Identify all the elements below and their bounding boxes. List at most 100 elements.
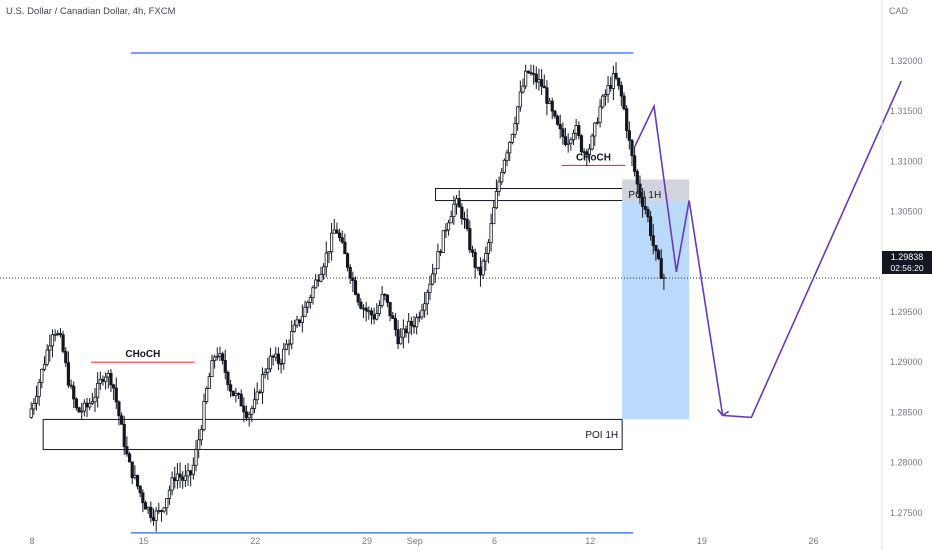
candle-body: [205, 388, 209, 402]
candle: [462, 211, 467, 229]
candle-body: [619, 85, 623, 97]
candle: [82, 399, 86, 417]
candle-body: [37, 381, 41, 397]
candle: [340, 230, 344, 244]
candle-body: [449, 216, 453, 224]
candle: [141, 489, 145, 513]
candle-body: [242, 405, 246, 413]
candle-body: [268, 355, 273, 370]
candle-body: [577, 125, 581, 137]
candle-body: [441, 230, 445, 253]
candle-body: [571, 132, 576, 141]
candle-body: [125, 446, 129, 455]
candle: [194, 440, 198, 472]
candle: [404, 325, 408, 338]
candle-body: [420, 309, 424, 318]
candle: [617, 77, 621, 90]
candle: [412, 315, 416, 334]
candle-body: [308, 297, 312, 303]
candle: [300, 304, 304, 333]
candle-body: [90, 401, 94, 404]
candle-body: [48, 345, 52, 351]
candle-body: [53, 333, 57, 336]
candle: [348, 264, 352, 285]
candle-body: [361, 307, 366, 310]
candle-body: [329, 232, 334, 252]
candle: [579, 134, 584, 154]
candle-body: [210, 360, 214, 377]
candle-body: [183, 475, 187, 481]
candle: [486, 239, 491, 264]
candle: [553, 109, 557, 119]
candle: [274, 346, 278, 362]
candle: [561, 122, 565, 145]
candle-body: [635, 170, 639, 185]
candle: [492, 200, 496, 225]
candle: [380, 286, 384, 308]
candle-body: [316, 279, 320, 282]
candle-body: [396, 329, 400, 345]
candle-body: [45, 349, 49, 365]
candle-body: [476, 266, 480, 269]
candle: [603, 89, 608, 106]
candle-body: [656, 250, 661, 259]
candle: [407, 313, 411, 344]
candle-body: [66, 362, 71, 386]
candle: [343, 233, 347, 255]
candle: [292, 319, 296, 333]
candle: [409, 316, 413, 336]
candle: [457, 190, 461, 208]
candle: [66, 351, 71, 389]
candle-body: [306, 302, 310, 308]
candle: [383, 293, 387, 301]
candle: [393, 313, 397, 337]
candle-body: [587, 148, 592, 156]
x-tick-label: 12: [585, 536, 595, 546]
candle: [569, 137, 573, 151]
candle: [72, 381, 76, 409]
candle: [385, 294, 390, 308]
candle: [518, 80, 522, 112]
candle-body: [112, 384, 116, 389]
candle: [109, 369, 113, 392]
candle-body: [468, 228, 472, 251]
candle: [258, 389, 262, 394]
candle: [104, 372, 108, 390]
candle-body: [508, 142, 512, 154]
candle-body: [433, 268, 437, 275]
candle: [69, 379, 73, 390]
candle-layer: [29, 62, 666, 532]
candle-body: [537, 79, 541, 83]
candle-body: [80, 410, 84, 413]
candle: [311, 285, 315, 305]
candle: [465, 208, 469, 232]
candle-body: [529, 72, 533, 74]
poi-label: POI 1H: [585, 430, 618, 441]
candle-body: [404, 328, 408, 334]
candle-body: [579, 135, 584, 153]
candle-body: [500, 171, 504, 183]
candle: [143, 500, 148, 510]
candle: [61, 330, 65, 354]
candle: [532, 64, 536, 85]
candle-body: [337, 232, 342, 239]
candle: [122, 415, 126, 456]
candle-body: [191, 464, 195, 476]
candle: [154, 506, 158, 532]
candle-body: [385, 294, 390, 303]
candle-body: [369, 310, 374, 316]
candle: [356, 292, 360, 307]
candle: [484, 246, 488, 271]
candle: [547, 98, 552, 105]
candle-body: [550, 100, 554, 112]
candle-body: [646, 209, 650, 218]
candle-body: [274, 353, 278, 358]
candle: [101, 375, 105, 386]
candle: [497, 176, 501, 196]
candle-body: [359, 301, 363, 309]
y-tick-label: 1.31000: [890, 156, 923, 166]
candle: [186, 463, 190, 486]
candle: [252, 388, 257, 414]
